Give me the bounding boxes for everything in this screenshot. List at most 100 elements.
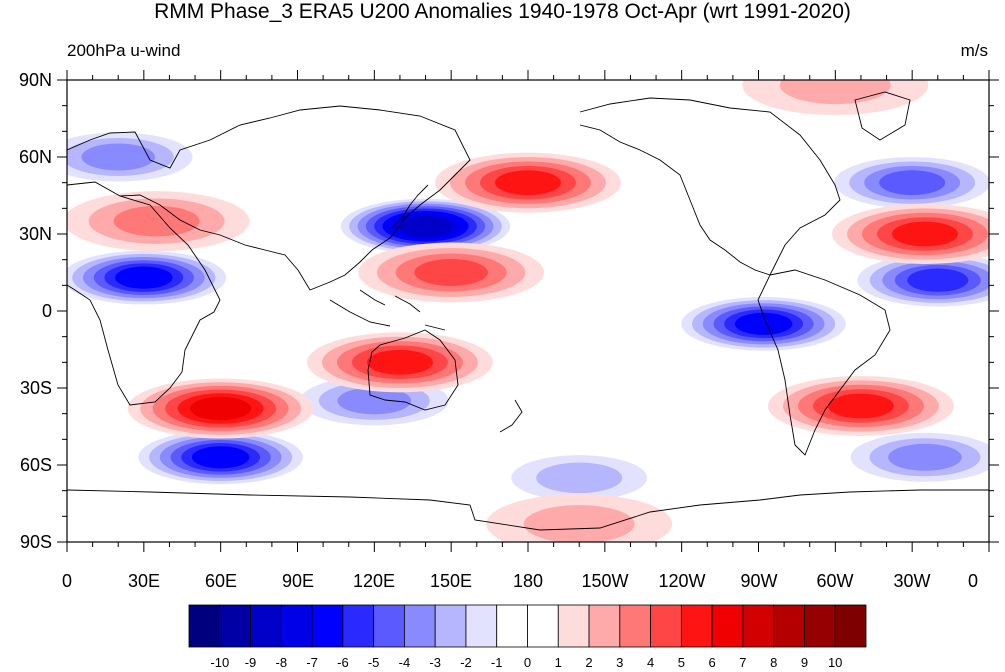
colorbar-swatch [434, 604, 467, 648]
colorbar-label: 8 [770, 655, 778, 670]
colorbar-swatch [834, 604, 867, 648]
anomaly-center [67, 247, 237, 308]
colorbar-swatch [619, 604, 651, 648]
coastline-africa [67, 181, 221, 406]
anomaly-center [486, 494, 673, 542]
anomaly-center [67, 191, 250, 252]
anomaly-center [819, 152, 989, 213]
y-tick-label: 30S [19, 378, 52, 398]
coastline-japan [391, 184, 429, 229]
colorbar-swatch [311, 604, 344, 648]
anomaly-contour [827, 393, 894, 419]
x-tick-label: 30W [893, 571, 931, 591]
colorbar-label: 9 [800, 655, 809, 670]
colorbar-label: -6 [337, 655, 349, 670]
variable-label: 200hPa u-wind [67, 41, 181, 60]
anomaly-contour [366, 349, 433, 375]
x-tick-label: 150E [429, 571, 473, 591]
anomaly-center [844, 250, 989, 311]
colorbar-swatch [188, 604, 221, 648]
colorbar-label: 4 [646, 655, 655, 670]
colorbar-swatch [711, 604, 744, 648]
anomaly-center [332, 196, 519, 257]
anomaly-contour [523, 505, 635, 542]
anomaly-contour [907, 268, 969, 292]
x-tick-label: 180 [512, 571, 544, 591]
colorbar-swatch [680, 604, 713, 648]
anomaly-contour [891, 221, 958, 247]
axis-ticks [57, 70, 999, 552]
colorbar-label: 5 [677, 655, 685, 670]
anomaly-center [832, 204, 989, 264]
colorbar-swatch [804, 604, 836, 648]
chart-title: RMM Phase_3 ERA5 U200 Anomalies 1940-197… [154, 0, 851, 23]
colorbar-swatch [280, 604, 313, 648]
anomaly-center [832, 427, 989, 488]
colorbar-label: -7 [306, 655, 318, 670]
colorbar-label: 10 [827, 655, 843, 670]
anomaly-contour [81, 143, 156, 171]
anomaly-contour [495, 170, 561, 196]
colorbar-label: 3 [616, 655, 624, 670]
x-tick-label: 60E [204, 571, 238, 591]
anomaly-center [358, 242, 545, 303]
x-tick-label: 120E [352, 571, 396, 591]
y-tick-label: 0 [41, 301, 52, 321]
units-label: m/s [960, 41, 988, 60]
colorbar-swatch [219, 604, 251, 648]
anomaly-contour [536, 462, 623, 494]
anomaly-contour [414, 259, 488, 286]
y-tick-label: 60S [19, 455, 52, 475]
coastline-north-america [579, 97, 841, 276]
colorbar-label: -10 [210, 655, 230, 670]
anomaly-center [670, 293, 857, 354]
coastline-indonesia [329, 289, 446, 331]
anomaly-center [127, 427, 314, 488]
coastline-australia [367, 329, 459, 411]
colorbar-label: -3 [429, 655, 441, 670]
anomaly-contour [337, 387, 412, 415]
colorbar-label: 6 [708, 655, 716, 670]
coastline-greenland [854, 91, 911, 141]
y-tick-label: 60N [18, 147, 52, 167]
colorbar-label: -1 [490, 655, 503, 670]
colorbar-swatch [342, 604, 375, 648]
anomaly-center [306, 332, 493, 393]
colorbar-swatch [588, 604, 621, 648]
colorbar-swatch [373, 604, 405, 648]
x-tick-label: 60W [816, 571, 854, 591]
coastline-antarctica [67, 489, 989, 531]
coastline-new-zealand [499, 399, 523, 433]
anomaly-center [435, 152, 621, 213]
anomaly-center [767, 375, 954, 436]
colorbar-swatch [650, 604, 682, 648]
y-tick-label: 90N [18, 70, 52, 90]
anomaly-contour [191, 446, 250, 469]
anomaly-center [127, 378, 314, 439]
colorbar-swatch [250, 604, 282, 648]
x-tick-label: 0 [61, 571, 72, 591]
colorbar-label: -9 [244, 655, 257, 670]
anomaly-contour [879, 170, 946, 196]
colorbar-swatch [465, 604, 498, 648]
colorbar-label: -4 [398, 655, 411, 670]
y-tick-label: 90S [19, 532, 52, 552]
x-tick-label: 0 [967, 571, 978, 591]
y-tick-label: 30N [18, 224, 52, 244]
coastline-south-america [757, 269, 891, 456]
colorbar-swatch [773, 604, 805, 648]
anomaly-contour [113, 205, 200, 237]
anomaly-center [486, 447, 673, 508]
anomaly-contour [734, 312, 793, 335]
x-tick-label: 90W [740, 571, 778, 591]
anomaly-contour [888, 443, 962, 471]
anomaly-center [67, 127, 212, 187]
colorbar-label: 7 [739, 655, 747, 670]
colorbar-swatch [557, 604, 590, 648]
x-tick-label: 30E [127, 571, 161, 591]
colorbar-label: 2 [585, 655, 593, 670]
coastlines [67, 91, 989, 531]
x-tick-label: 120W [658, 571, 706, 591]
anomaly-contour [115, 266, 173, 289]
